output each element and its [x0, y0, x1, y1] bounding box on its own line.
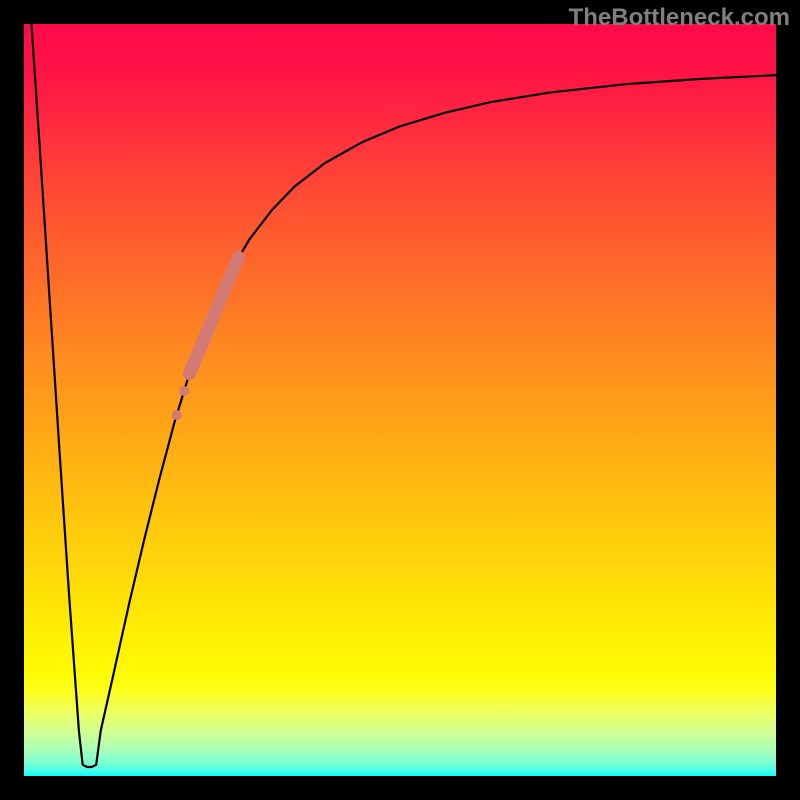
marker-dot	[172, 410, 182, 420]
chart-svg	[24, 24, 776, 776]
plot-area	[24, 24, 776, 776]
gradient-background	[24, 24, 776, 776]
chart-frame	[24, 24, 776, 776]
watermark-text: TheBottleneck.com	[569, 4, 790, 32]
marker-dot	[179, 386, 189, 396]
chart-root: TheBottleneck.com	[0, 0, 800, 800]
